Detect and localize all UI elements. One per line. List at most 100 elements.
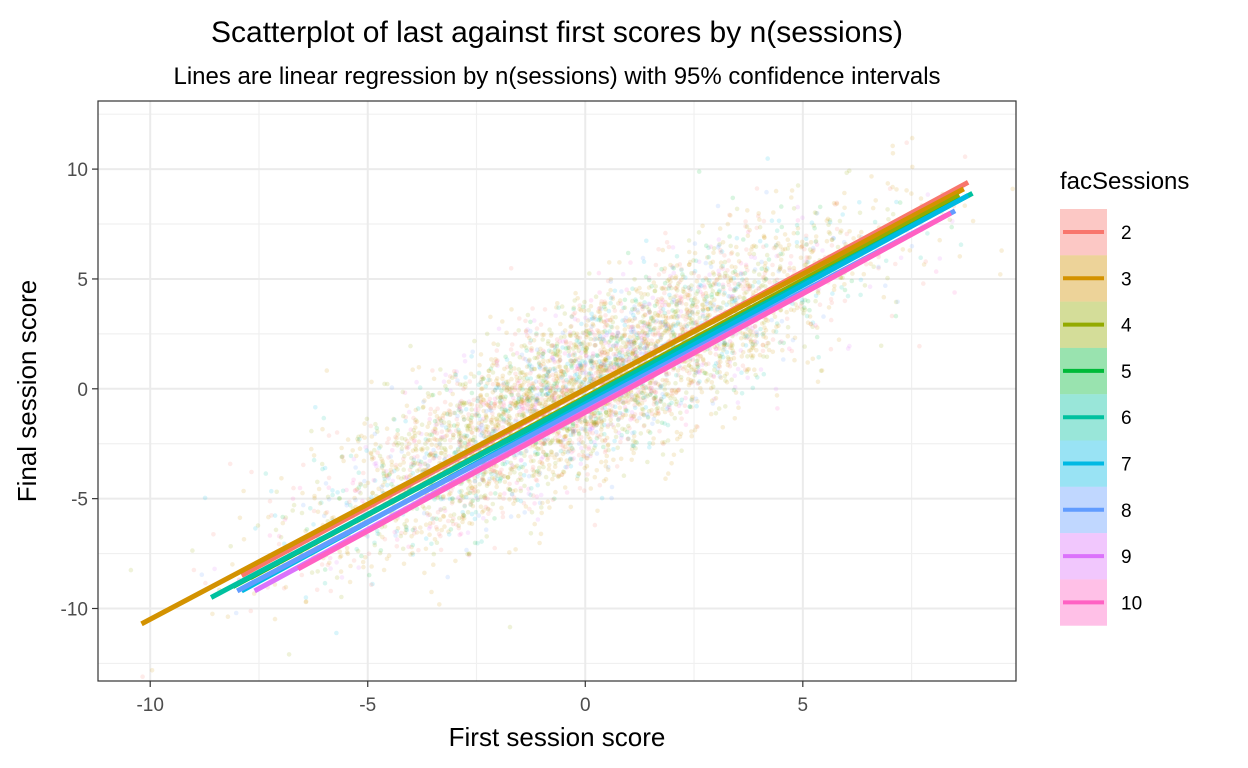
scatter-point <box>475 497 481 503</box>
scatter-point <box>450 391 456 397</box>
scatter-point <box>830 291 835 296</box>
scatter-point <box>711 250 716 255</box>
scatter-point <box>641 385 646 391</box>
scatter-point <box>652 332 658 338</box>
scatter-point <box>645 343 650 349</box>
scatter-point <box>649 316 654 321</box>
scatter-point <box>447 453 452 459</box>
scatter-point <box>362 478 367 484</box>
scatter-point <box>267 533 273 538</box>
scatter-point <box>907 248 913 253</box>
scatter-point <box>746 366 752 372</box>
scatter-point <box>835 244 841 250</box>
scatter-point <box>813 238 819 244</box>
scatter-point <box>603 313 608 318</box>
scatter-point <box>513 403 519 408</box>
scatter-point <box>587 342 593 347</box>
scatter-point <box>629 457 634 463</box>
scatter-point <box>512 382 518 388</box>
scatter-point <box>632 405 638 411</box>
scatter-point <box>728 243 733 249</box>
scatter-point <box>682 294 688 300</box>
scatter-point <box>803 236 809 242</box>
scatter-point <box>642 312 648 318</box>
scatter-point <box>733 271 739 277</box>
scatter-point <box>543 397 548 403</box>
scatter-point <box>623 399 628 405</box>
scatter-point <box>551 472 557 478</box>
scatter-point <box>618 301 624 306</box>
scatter-point <box>722 341 727 347</box>
scatter-point <box>572 298 577 303</box>
scatter-point <box>522 462 527 467</box>
scatter-point <box>444 387 450 393</box>
scatter-point <box>609 335 615 340</box>
scatter-point <box>457 437 463 443</box>
scatter-point <box>425 463 431 468</box>
scatter-point <box>735 284 741 290</box>
scatter-point <box>348 503 353 508</box>
scatter-point <box>474 426 480 431</box>
scatter-point <box>697 282 703 288</box>
scatter-point <box>559 375 564 380</box>
scatter-point <box>410 448 416 454</box>
scatter-point <box>570 448 576 453</box>
scatter-point <box>535 446 540 451</box>
scatter-point <box>782 246 788 252</box>
scatter-point <box>588 327 594 333</box>
scatter-point <box>393 518 399 523</box>
scatter-point <box>635 330 640 336</box>
scatter-point <box>303 595 309 600</box>
scatter-point <box>609 334 615 340</box>
scatter-point <box>616 416 622 421</box>
scatter-point <box>418 525 423 530</box>
scatter-point <box>523 329 529 335</box>
scatter-point <box>553 352 559 357</box>
scatter-point <box>607 343 612 348</box>
scatter-point <box>609 410 614 415</box>
scatter-point <box>479 386 484 392</box>
scatter-point <box>659 383 664 389</box>
scatter-point <box>766 347 772 353</box>
scatter-point <box>471 397 477 403</box>
scatter-point <box>692 427 698 433</box>
scatter-point <box>692 268 698 274</box>
scatter-point <box>340 454 346 460</box>
scatter-point <box>490 381 496 387</box>
scatter-point <box>777 340 783 345</box>
scatter-point <box>519 394 525 400</box>
scatter-point <box>477 417 483 422</box>
scatter-point <box>241 537 247 542</box>
scatter-point <box>470 485 475 491</box>
scatter-point <box>431 516 437 521</box>
scatter-point <box>499 472 504 477</box>
scatter-point <box>708 372 714 378</box>
scatter-point <box>747 332 752 337</box>
scatter-point <box>627 334 633 340</box>
scatter-point <box>553 435 558 441</box>
scatter-point <box>660 297 665 303</box>
scatter-point <box>508 406 513 412</box>
scatter-point <box>493 423 498 428</box>
scatter-point <box>484 408 489 414</box>
scatter-point <box>524 393 529 398</box>
scatter-point <box>518 386 523 391</box>
scatter-point <box>682 326 688 332</box>
scatter-point <box>629 341 634 347</box>
scatter-point <box>539 388 544 393</box>
scatter-point <box>632 307 637 313</box>
scatter-point <box>562 434 567 440</box>
scatter-point <box>771 210 776 215</box>
scatter-point <box>585 453 591 459</box>
scatter-point <box>507 487 513 492</box>
scatter-point <box>509 392 514 398</box>
scatter-point <box>500 510 506 516</box>
scatter-point <box>639 335 645 341</box>
scatter-point <box>460 514 466 520</box>
scatter-point <box>534 478 540 483</box>
scatter-point <box>561 469 566 475</box>
scatter-point <box>549 392 555 398</box>
scatter-point <box>460 516 465 521</box>
scatter-point <box>525 396 530 401</box>
scatter-point <box>711 246 717 251</box>
